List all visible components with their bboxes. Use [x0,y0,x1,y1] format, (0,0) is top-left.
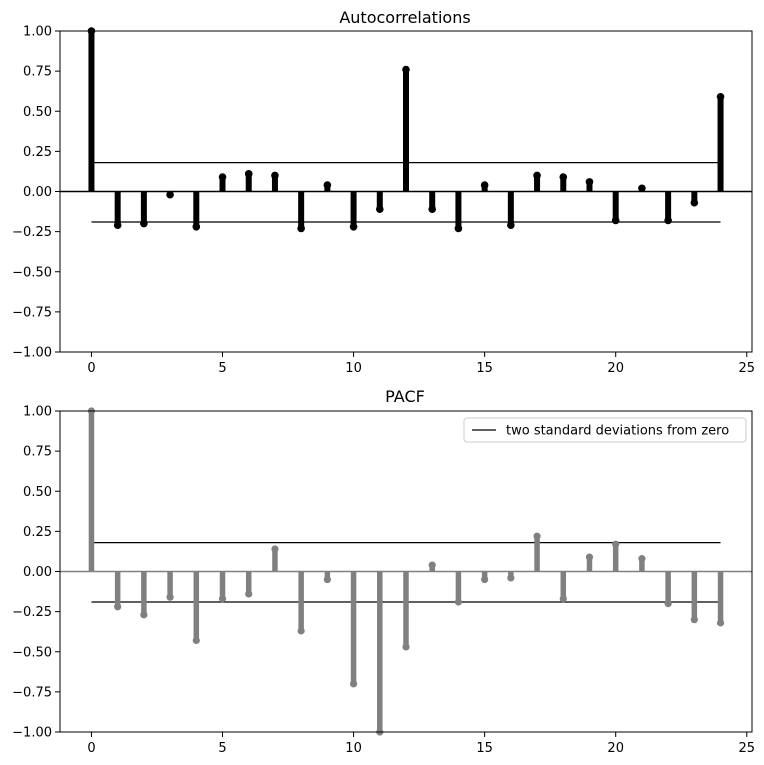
acf-marker-lag-8 [297,224,305,233]
legend: two standard deviations from zero [463,417,747,443]
acf-x-tick-label: 5 [218,361,226,376]
pacf-marker-lag-10 [349,680,358,688]
acf-marker-lag-2 [140,219,148,228]
acf-marker-lag-20 [611,216,620,225]
pacf-y-tick-label: −0.75 [12,685,52,700]
acf-marker-lag-12 [402,65,410,74]
acf-y-tick-label: −0.25 [12,225,52,240]
acf-marker-lag-11 [375,205,384,213]
pacf-x-tick-label: 20 [607,741,624,756]
acf-marker-lag-6 [244,170,253,178]
pacf-x-tick-label: 0 [87,741,95,756]
acf-y-tick-label: 0.75 [23,65,52,80]
acf-y-tick-label: 0.00 [23,185,52,200]
pacf-marker-lag-21 [638,555,646,563]
acf-marker-lag-7 [271,171,279,180]
legend-label: two standard deviations from zero [506,424,729,439]
pacf-marker-lag-6 [245,590,253,598]
pacf-panel: PACF 0 5 10 15 20 25 1.00 0.75 0.50 0.25 0.00 −0.2… [12,387,755,756]
pacf-marker-lag-20 [612,540,620,548]
pacf-x-tick-label: 5 [218,741,226,756]
pacf-marker-lag-24 [716,619,725,627]
pacf-x-tick-label: 15 [476,741,493,756]
pacf-plot-area [59,407,753,736]
acf-marker-lag-22 [664,216,672,225]
acf-y-tick-label: −0.75 [12,305,52,320]
acf-marker-lag-18 [559,173,568,181]
pacf-marker-lag-1 [114,603,122,611]
acf-marker-lag-13 [428,205,437,213]
pacf-y-tick-label: −1.00 [12,726,52,741]
pacf-marker-lag-15 [481,575,489,584]
acf-marker-lag-10 [349,223,358,231]
acf-marker-lag-9 [323,181,332,189]
pacf-x-tick-label: 25 [738,741,755,756]
acf-marker-lag-3 [166,190,174,199]
pacf-title: PACF [385,387,425,406]
pacf-y-tick-label: −0.50 [12,645,52,660]
pacf-y-tick-label: 1.00 [23,405,52,420]
acf-plot-area [59,27,753,353]
pacf-x-axis: 0 5 10 15 20 25 [87,732,755,756]
acf-marker-lag-15 [480,181,489,189]
acf-marker-lag-5 [218,173,227,181]
pacf-marker-lag-9 [323,575,331,584]
pacf-marker-lag-14 [454,598,463,606]
acf-marker-lag-1 [113,221,122,230]
pacf-marker-lag-4 [192,636,200,645]
legend-box [463,417,747,443]
pacf-y-tick-label: −0.25 [12,605,52,620]
pacf-marker-lag-18 [559,595,567,603]
acf-marker-lag-16 [507,221,515,230]
pacf-marker-lag-3 [166,593,174,601]
pacf-marker-lag-13 [428,561,436,569]
acf-marker-lag-17 [533,171,541,180]
pacf-y-axis: 1.00 0.75 0.50 0.25 0.00 −0.25 −0.50 −0.75 −1.00 [12,405,60,741]
acf-y-tick-label: −1.00 [12,346,52,361]
pacf-marker-lag-8 [297,627,305,635]
acf-y-axis: 1.00 0.75 0.50 0.25 0.00 −0.25 −0.50 −0.75 −1.00 [12,25,60,361]
pacf-y-tick-label: 0.50 [23,485,52,500]
acf-marker-lag-19 [585,178,594,186]
acf-marker-lag-23 [690,198,699,207]
pacf-marker-lag-7 [271,545,279,553]
acf-x-tick-label: 15 [476,361,493,376]
pacf-marker-lag-23 [690,616,698,624]
acf-x-axis: 0 5 10 15 20 25 [87,352,755,376]
pacf-marker-lag-2 [140,611,148,619]
pacf-marker-lag-19 [585,553,594,561]
acf-x-tick-label: 20 [607,361,624,376]
pacf-marker-lag-16 [507,574,515,582]
pacf-marker-lag-17 [533,532,541,540]
acf-x-tick-label: 0 [87,361,95,376]
acf-marker-lag-14 [454,224,463,233]
pacf-x-tick-label: 10 [345,741,362,756]
acf-x-tick-label: 25 [738,361,755,376]
acf-y-tick-label: 0.25 [23,145,52,160]
pacf-y-tick-label: 0.25 [23,525,52,540]
acf-x-tick-label: 10 [345,361,362,376]
acf-y-tick-label: −0.50 [12,265,52,280]
acf-panel: Autocorrelations 0 5 10 15 20 25 1.00 0.75 0.50… [12,8,755,376]
pacf-y-tick-label: 0.00 [23,565,52,580]
pacf-marker-lag-5 [218,595,227,603]
pacf-marker-lag-12 [402,643,410,651]
pacf-y-tick-label: 0.75 [23,445,52,460]
acf-marker-lag-24 [716,93,725,101]
acf-marker-lag-21 [638,184,646,193]
acf-title: Autocorrelations [339,8,470,27]
acf-marker-lag-4 [192,223,201,231]
acf-y-tick-label: 1.00 [23,25,52,40]
pacf-marker-lag-22 [664,600,672,608]
acf-y-tick-label: 0.50 [23,105,52,120]
